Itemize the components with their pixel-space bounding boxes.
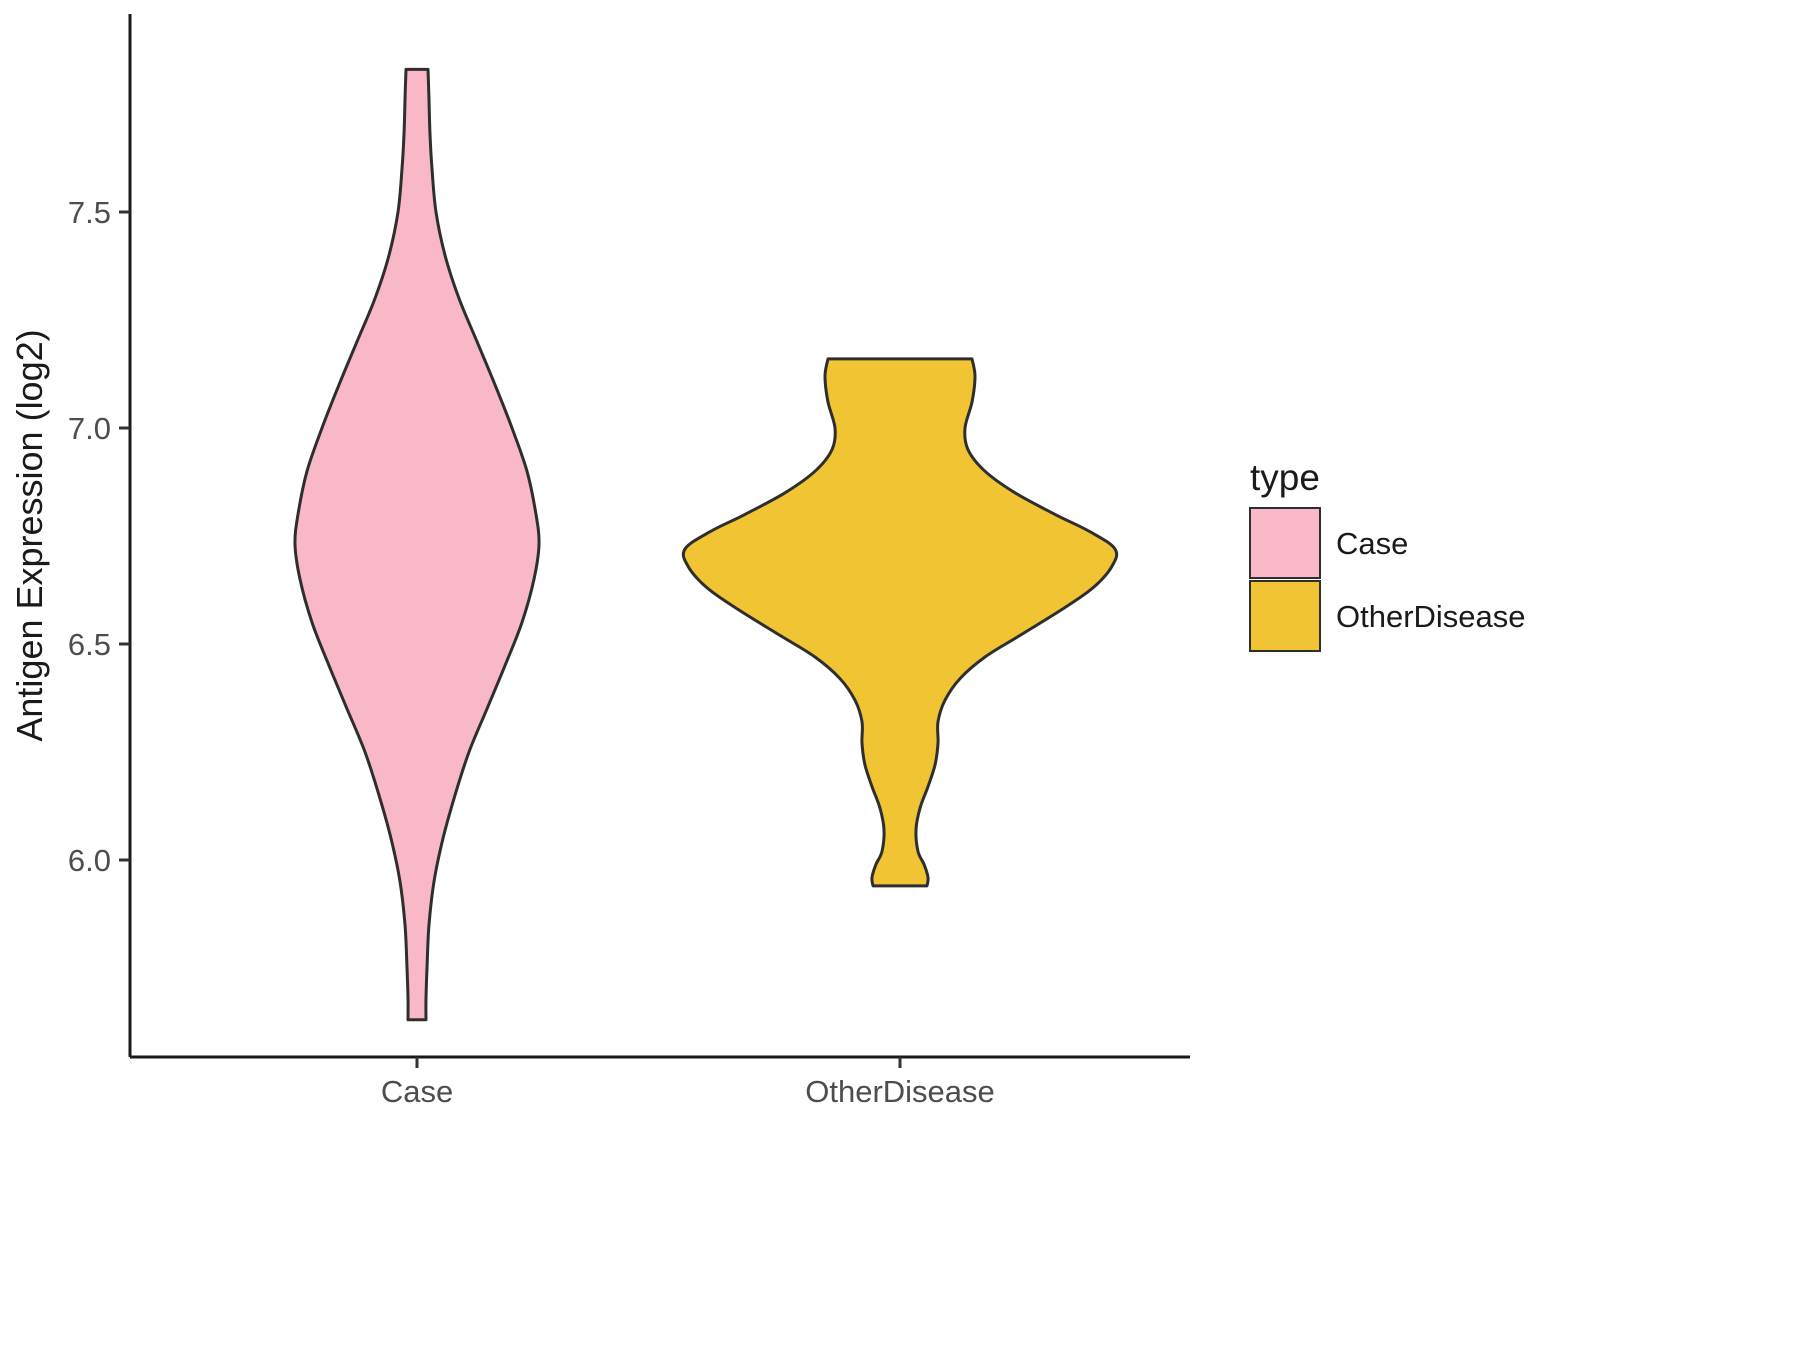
legend-label-case: Case (1336, 526, 1408, 561)
legend-label-otherdisease: OtherDisease (1336, 599, 1526, 634)
y-axis-title: Antigen Expression (log2) (9, 329, 50, 741)
legend-key-case (1249, 507, 1321, 579)
x-tick-label-otherdisease: OtherDisease (805, 1074, 995, 1109)
y-tick-label: 7.5 (68, 195, 111, 230)
legend-key-otherdisease (1249, 580, 1321, 652)
y-tick-label: 7.0 (68, 411, 111, 446)
y-tick-label: 6.0 (68, 843, 111, 878)
y-tick-label: 6.5 (68, 627, 111, 662)
x-tick-label-case: Case (381, 1074, 453, 1109)
legend-title: type (1250, 457, 1320, 498)
violin-case (293, 67, 541, 1022)
violin-otherdisease (681, 357, 1119, 888)
